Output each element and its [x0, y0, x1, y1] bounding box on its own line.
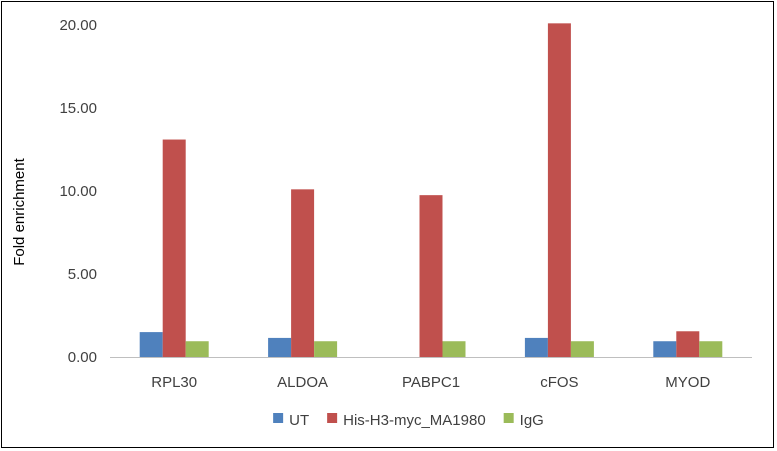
bar-IgG-PABPC1: [442, 341, 466, 357]
bar-His-H3-myc_MA1980-ALDOA: [291, 189, 315, 357]
bar-IgG-MYOD: [699, 341, 723, 357]
x-tick-label: RPL30: [151, 374, 197, 391]
legend: UT His-H3-myc_MA1980 IgG: [273, 412, 544, 429]
y-tick-label: 5.00: [68, 266, 97, 283]
x-tick-label: cFOS: [540, 374, 578, 391]
y-axis-label: Fold enrichment: [11, 157, 28, 265]
bar-UT-ALDOA: [268, 337, 292, 357]
bar-His-H3-myc_MA1980-PABPC1: [419, 195, 443, 357]
bar-UT-MYOD: [653, 341, 677, 357]
x-tick-label: MYOD: [665, 374, 710, 391]
x-tick-label: PABPC1: [402, 374, 460, 391]
legend-swatch: [273, 413, 284, 423]
x-axis-ticks: RPL30 ALDOA PABPC1 cFOS MYOD: [151, 374, 710, 391]
legend-swatch: [503, 413, 514, 423]
legend-label: IgG: [520, 412, 544, 429]
bar-His-H3-myc_MA1980-cFOS: [547, 23, 571, 358]
bar-IgG-ALDOA: [314, 341, 338, 357]
y-tick-label: 0.00: [68, 349, 97, 366]
bar-His-H3-myc_MA1980-RPL30: [162, 139, 186, 357]
x-tick-label: ALDOA: [277, 374, 328, 391]
bars: [139, 23, 723, 358]
y-tick-label: 15.00: [59, 100, 97, 117]
bar-His-H3-myc_MA1980-MYOD: [676, 331, 700, 357]
y-axis-ticks: 0.00 5.00 10.00 15.00 20.00: [59, 17, 97, 366]
legend-label: UT: [289, 412, 309, 429]
bar-IgG-RPL30: [185, 341, 209, 357]
bar-UT-RPL30: [139, 332, 163, 357]
bar-IgG-cFOS: [570, 341, 594, 357]
legend-label: His-H3-myc_MA1980: [343, 412, 486, 429]
bar-UT-cFOS: [524, 337, 548, 357]
legend-swatch: [327, 413, 338, 423]
y-tick-label: 20.00: [59, 17, 97, 34]
y-tick-label: 10.00: [59, 183, 97, 200]
